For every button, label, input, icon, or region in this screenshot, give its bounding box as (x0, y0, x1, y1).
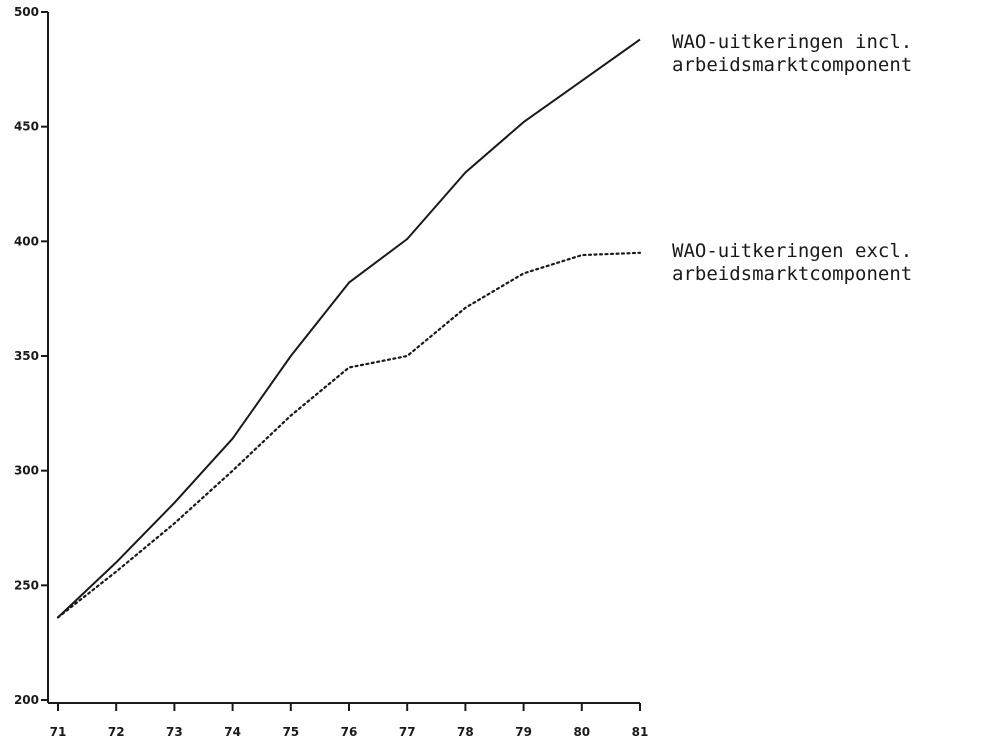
x-tick-label: 74 (224, 725, 241, 739)
series-line-incl (57, 38, 641, 619)
legend-label-line: arbeidsmarktcomponent (672, 54, 912, 76)
y-tick-label: 300 (14, 464, 39, 478)
x-tick-label: 72 (108, 725, 125, 739)
legend-entry: WAO-uitkeringen excl.arbeidsmarktcompone… (672, 240, 912, 285)
x-tick-label: 75 (282, 725, 299, 739)
x-tick-label: 77 (399, 725, 416, 739)
x-ticks: 71 72 73 74 75 76 77 78 79 80 81 (50, 703, 649, 739)
legend: WAO-uitkeringen incl.arbeidsmarktcompone… (672, 31, 912, 285)
x-tick-label: 76 (341, 725, 358, 739)
legend-label-line: WAO-uitkeringen excl. (672, 240, 912, 262)
x-tick-label: 80 (573, 725, 590, 739)
axes (47, 12, 640, 704)
legend-label-line: arbeidsmarktcomponent (672, 263, 912, 285)
y-tick-label: 400 (14, 234, 39, 248)
legend-entry: WAO-uitkeringen incl.arbeidsmarktcompone… (672, 31, 912, 76)
y-tick-label: 450 (14, 120, 39, 134)
x-tick-label: 79 (515, 725, 532, 739)
x-tick-label: 71 (50, 725, 67, 739)
x-tick-label: 78 (457, 725, 474, 739)
series-layer (56, 38, 642, 619)
x-tick-label: 73 (166, 725, 183, 739)
y-ticks: 200 250 300 350 400 450 500 (14, 5, 48, 707)
x-tick-label: 81 (632, 725, 649, 739)
legend-label-line: WAO-uitkeringen incl. (672, 31, 912, 53)
y-tick-label: 350 (14, 349, 39, 363)
y-tick-label: 200 (14, 693, 39, 707)
y-tick-label: 500 (14, 5, 39, 19)
y-tick-label: 250 (14, 578, 39, 592)
series-line-excl (56, 251, 642, 619)
